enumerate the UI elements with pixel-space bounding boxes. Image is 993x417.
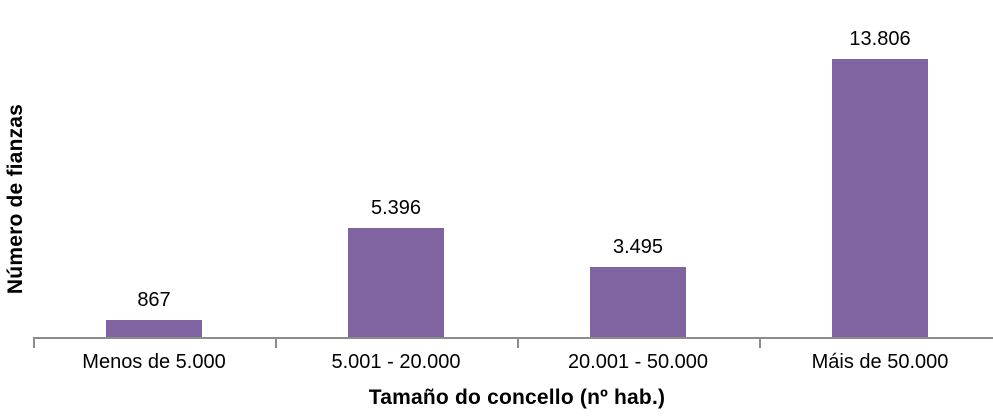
bar [590, 266, 686, 337]
x-axis-tick [517, 337, 519, 348]
bar [832, 59, 928, 337]
bar-value-label: 5.396 [370, 197, 422, 220]
x-axis-line [33, 337, 993, 339]
x-axis-title: Tamaño do concello (nº hab.) [368, 386, 666, 409]
y-axis-title: Número de fianzas [4, 103, 27, 295]
bar-value-label: 13.806 [849, 28, 911, 50]
x-category-labels: Menos de 5.000 5.001 - 20.000 20.001 - 50.… [33, 351, 993, 373]
bar [348, 228, 444, 337]
x-category-label: Menos de 5.000 [82, 351, 226, 373]
x-axis-tick [275, 337, 277, 348]
bar-value-label: 3.495 [612, 235, 664, 258]
plot-area: 867 5.396 3.495 13.806 [33, 0, 993, 337]
x-axis-tick [33, 337, 35, 348]
bar [106, 319, 202, 337]
bar-value-label: 867 [137, 288, 171, 311]
x-category-label: 20.001 - 50.000 [567, 351, 709, 373]
x-category-label: 5.001 - 20.000 [331, 351, 461, 373]
x-axis-tick [759, 337, 761, 348]
x-category-label: Máis de 50.000 [811, 351, 949, 373]
